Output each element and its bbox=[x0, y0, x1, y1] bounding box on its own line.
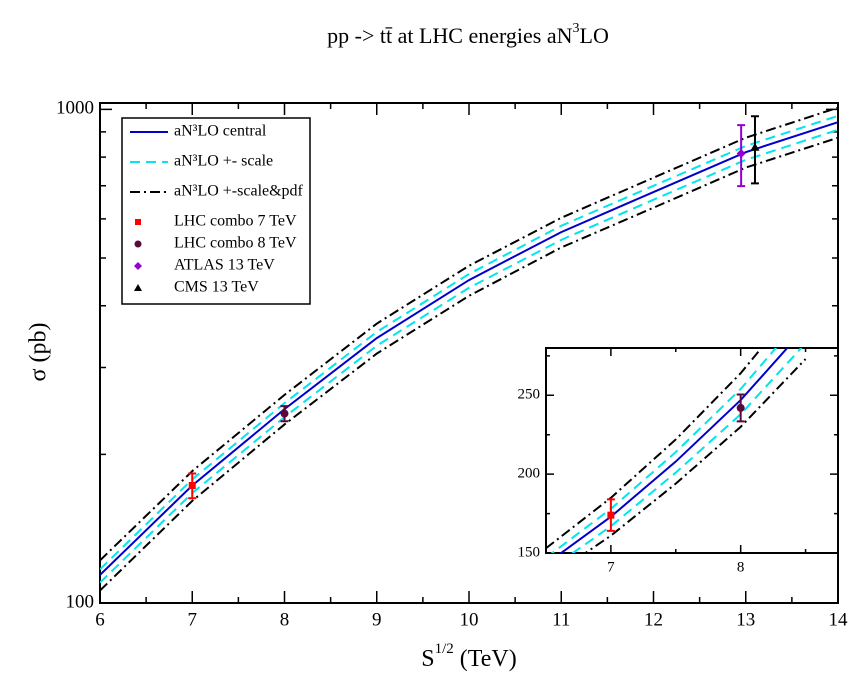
legend-label: LHC combo 7 TeV bbox=[174, 213, 297, 230]
x-label-sup: 1/2 bbox=[435, 641, 454, 657]
x-axis-label: S1/2 (TeV) bbox=[421, 641, 516, 671]
y-tick-label: 100 bbox=[66, 591, 95, 612]
line bbox=[100, 128, 838, 584]
line bbox=[100, 106, 838, 562]
y-axis-label: σ (pb) bbox=[26, 323, 52, 382]
x-tick-label: 11 bbox=[552, 609, 570, 630]
marker bbox=[736, 148, 746, 158]
x-tick-label: 9 bbox=[372, 609, 382, 630]
y-tick-label: 200 bbox=[518, 466, 541, 482]
x-tick-label: 14 bbox=[829, 609, 849, 630]
legend-marker bbox=[134, 284, 142, 291]
legend-label: CMS 13 TeV bbox=[174, 279, 259, 296]
series-group bbox=[100, 106, 838, 592]
line bbox=[546, 348, 763, 550]
legend-box bbox=[121, 117, 311, 305]
series-group bbox=[546, 348, 807, 553]
x-tick-label: 6 bbox=[95, 609, 105, 630]
line bbox=[100, 121, 838, 576]
y-tick-label: 1000 bbox=[56, 98, 94, 119]
marker bbox=[607, 511, 615, 519]
title-sup: 3 bbox=[573, 21, 580, 36]
y-tick-label: 150 bbox=[518, 544, 541, 560]
legend-label: aN³LO +- scale bbox=[174, 153, 273, 170]
line bbox=[583, 358, 807, 553]
x-tick-label: 12 bbox=[644, 609, 663, 630]
legend-label: aN³LO central bbox=[174, 123, 267, 140]
legend-label: ATLAS 13 TeV bbox=[174, 257, 275, 274]
legend-label: LHC combo 8 TeV bbox=[174, 235, 297, 252]
x-tick-label: 8 bbox=[737, 559, 745, 575]
title-part: pp -> tt̄ at LHC energies aN bbox=[327, 23, 572, 48]
marker bbox=[280, 409, 289, 418]
x-label-part: S bbox=[421, 646, 434, 672]
x-tick-label: 7 bbox=[607, 559, 615, 575]
line bbox=[100, 136, 838, 592]
x-label-part: (TeV) bbox=[454, 646, 517, 672]
legend-marker bbox=[134, 240, 142, 248]
legend-marker bbox=[135, 219, 141, 225]
title-part: LO bbox=[580, 23, 609, 48]
x-tick-label: 7 bbox=[188, 609, 198, 630]
y-tick-label: 250 bbox=[518, 387, 541, 403]
marker bbox=[736, 403, 745, 412]
legend-label: aN³LO +-scale&pdf bbox=[174, 183, 304, 200]
line bbox=[571, 348, 803, 553]
plot-frame bbox=[545, 347, 839, 554]
x-tick-label: 10 bbox=[460, 609, 479, 630]
marker bbox=[750, 142, 760, 151]
legend-marker bbox=[134, 262, 142, 270]
x-tick-label: 13 bbox=[736, 609, 755, 630]
line bbox=[550, 348, 778, 553]
chart-title: pp -> tt̄ at LHC energies aN3LO bbox=[327, 21, 609, 48]
line bbox=[559, 348, 789, 553]
x-tick-label: 8 bbox=[280, 609, 290, 630]
line bbox=[100, 114, 838, 571]
marker bbox=[188, 481, 196, 489]
